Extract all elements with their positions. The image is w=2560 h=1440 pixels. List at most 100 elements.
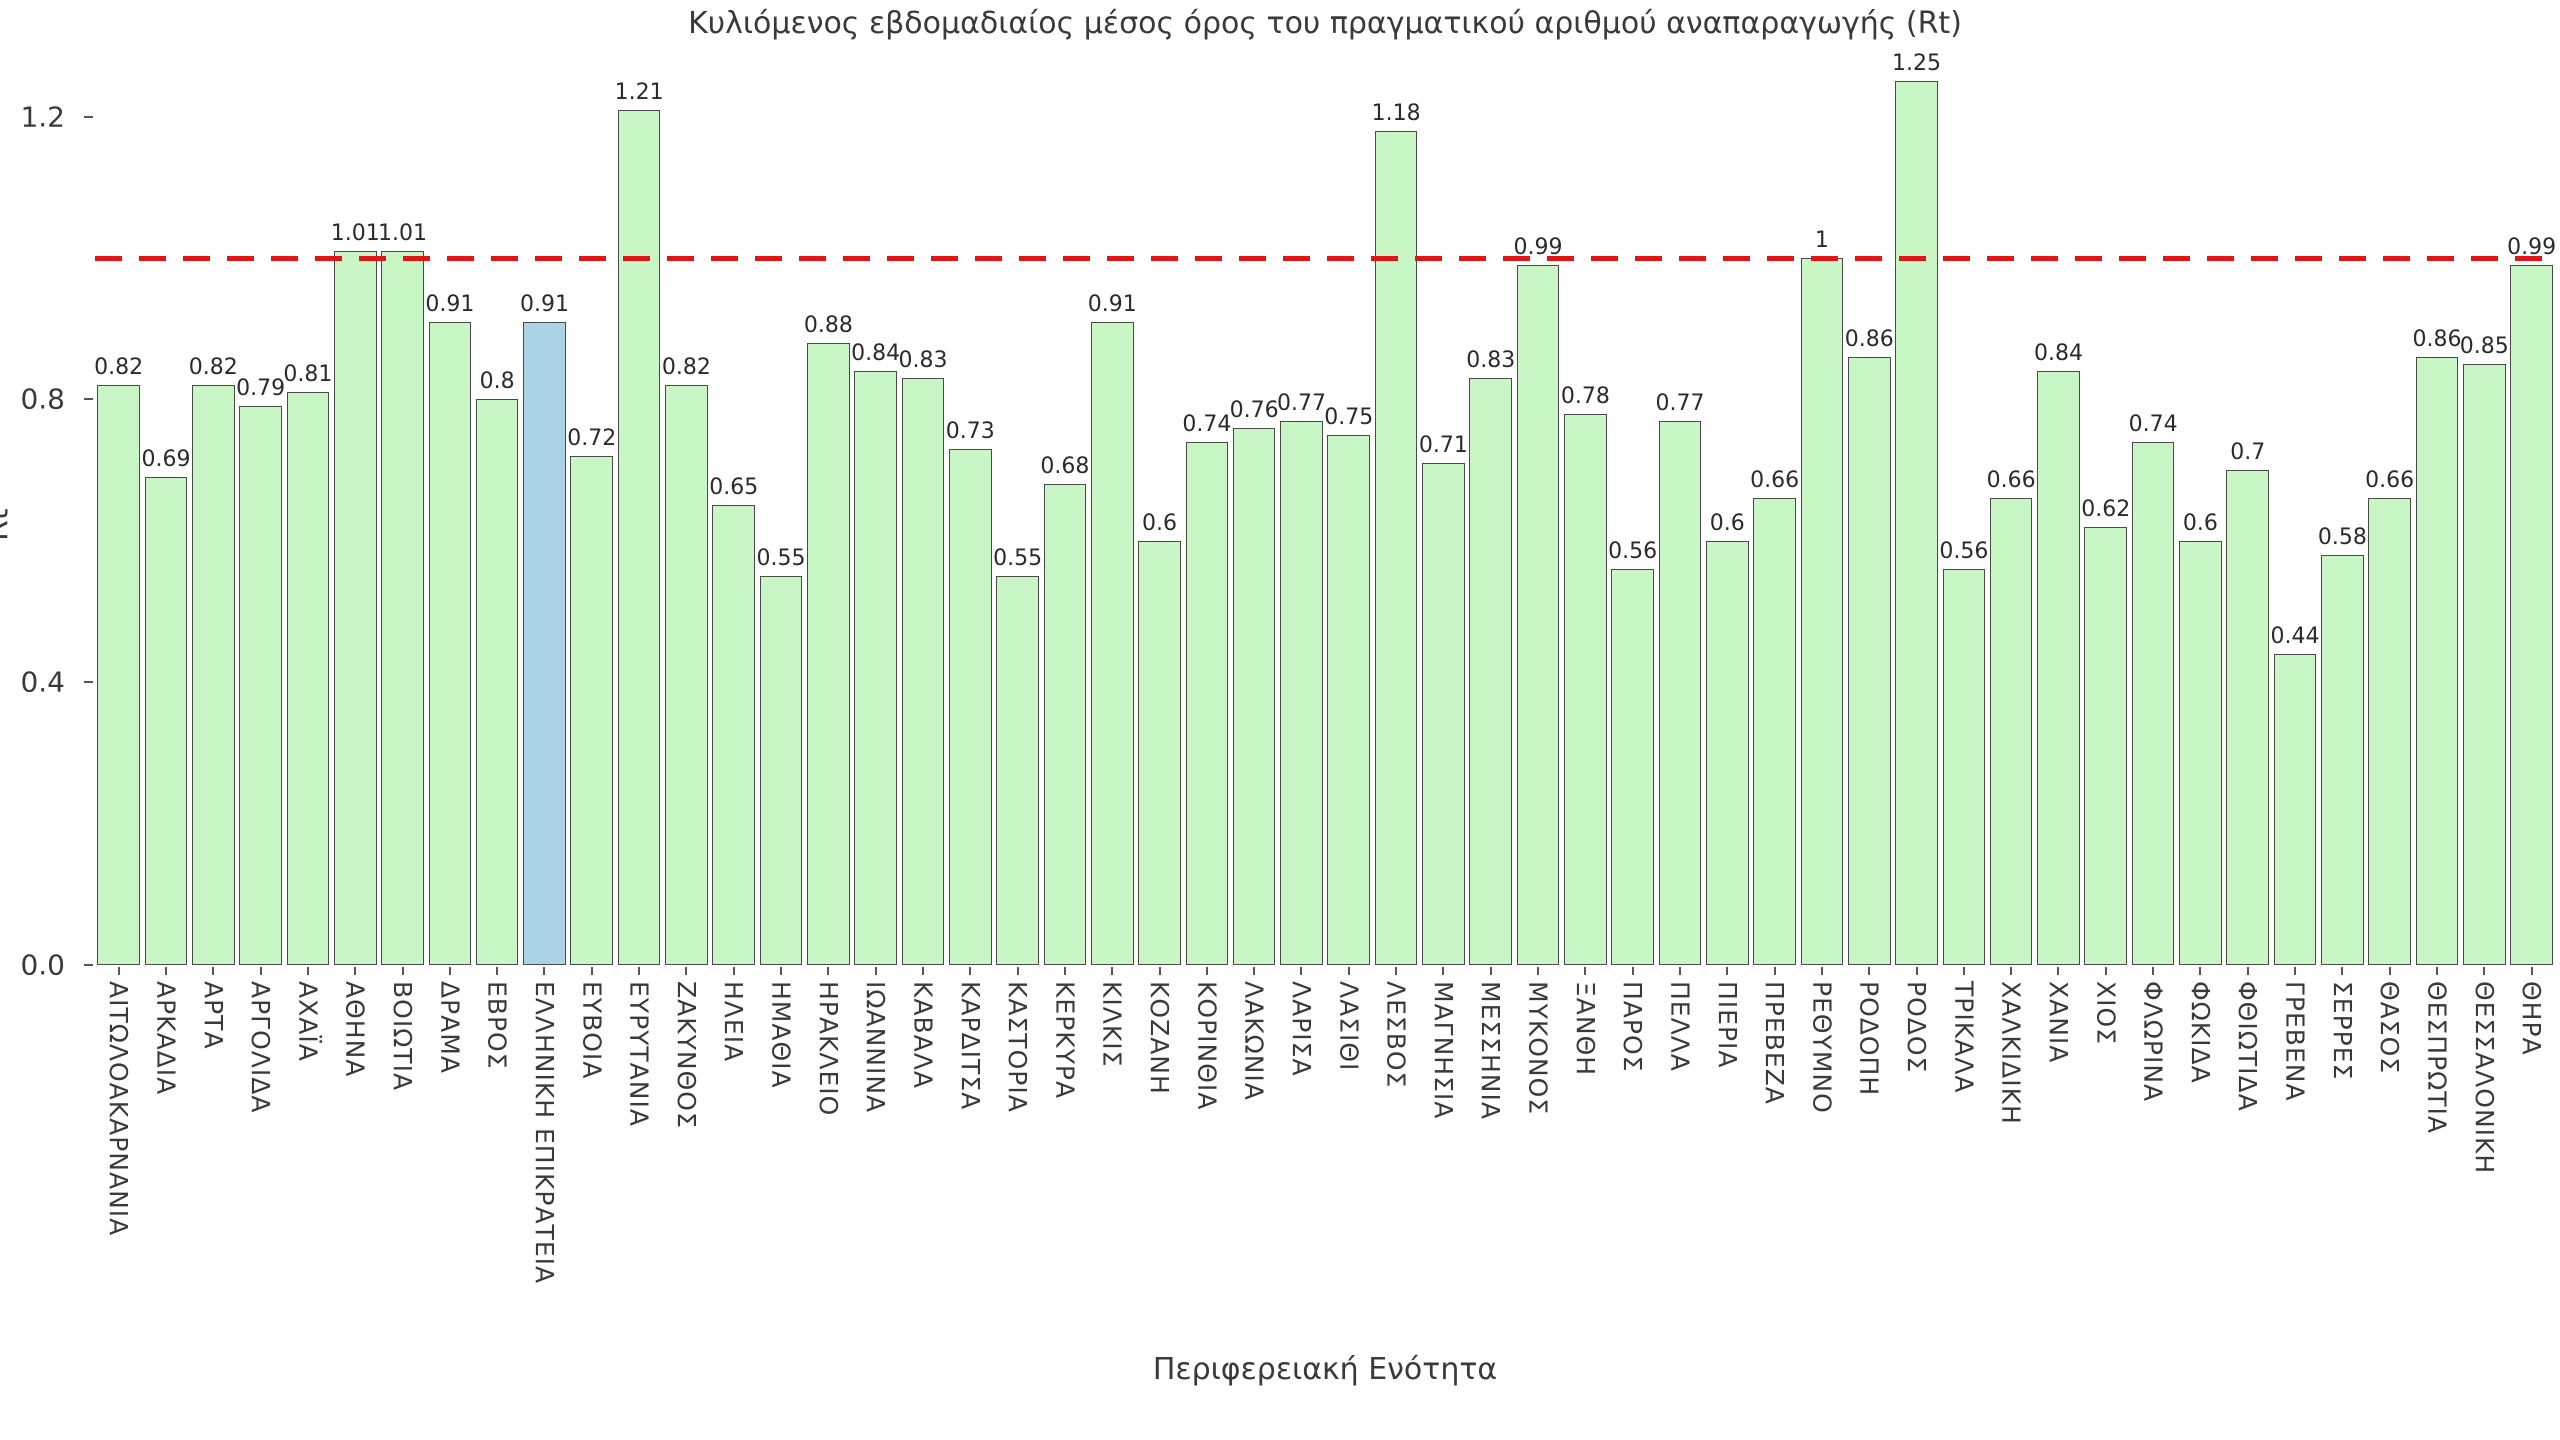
x-tick: ΑΡΤΑ	[190, 967, 237, 1284]
x-tick: ΡΟΔΟΣ	[1893, 967, 1940, 1284]
bar	[475, 399, 519, 965]
bar-slot: 0.7	[2224, 0, 2271, 965]
x-tick-label: ΙΩΑΝΝΙΝΑ	[861, 981, 891, 1114]
x-tick: ΗΜΑΘΙΑ	[757, 967, 804, 1284]
bar-slot: 0.66	[2365, 0, 2415, 965]
bar-value-label: 0.58	[2317, 524, 2367, 550]
x-tick-label: ΔΡΑΜΑ	[435, 981, 465, 1074]
x-tick-label: ΡΟΔΟΣ	[1902, 981, 1932, 1074]
x-tick-label: ΜΑΓΝΗΣΙΑ	[1428, 981, 1458, 1120]
bar-slot: 0.76	[1230, 0, 1279, 965]
bar	[948, 448, 992, 965]
x-tick-mark	[2246, 967, 2249, 975]
bar	[1942, 569, 1986, 965]
x-tick-label: ΛΑΣΙΘΙ	[1334, 981, 1364, 1072]
x-tick-mark	[590, 967, 593, 975]
x-tick-mark	[638, 967, 641, 975]
x-tick: ΧΑΝΙΑ	[2035, 967, 2082, 1284]
y-tick-label: 0.4	[20, 665, 65, 699]
x-tick-mark	[874, 967, 877, 975]
y-tick-mark	[84, 681, 93, 684]
x-tick: ΚΟΖΑΝΗ	[1136, 967, 1183, 1284]
bar	[1847, 356, 1891, 965]
x-tick-mark	[1300, 967, 1303, 975]
bar	[333, 250, 377, 965]
x-tick-mark	[401, 967, 404, 975]
x-tick-label: ΘΕΣΣΑΛΟΝΙΚΗ	[2469, 981, 2499, 1175]
y-tick-mark	[84, 398, 93, 401]
x-axis-label: Περιφερειακή Ενότητα	[1152, 1352, 1498, 1387]
bar	[996, 576, 1039, 965]
bar-value-label: 0.83	[898, 348, 948, 374]
bar	[1989, 498, 2033, 965]
x-tick-label: ΣΕΡΡΕΣ	[2327, 981, 2357, 1081]
bar	[239, 406, 282, 965]
x-tick: ΘΕΣΠΡΩΤΙΑ	[2413, 967, 2460, 1284]
bar-value-label: 0.99	[2507, 235, 2557, 261]
bar-value-label: 0.66	[2365, 468, 2415, 494]
x-tick-mark	[1111, 967, 1114, 975]
bar	[2368, 498, 2411, 965]
x-tick-label: ΕΒΡΟΣ	[482, 981, 512, 1070]
x-tick-mark	[1253, 967, 1256, 975]
x-tick-mark	[1347, 967, 1350, 975]
bar-slot: 1.21	[615, 0, 664, 965]
x-tick-mark	[1205, 967, 1208, 975]
bar-value-label: 0.66	[1986, 468, 2036, 494]
x-tick-mark	[685, 967, 688, 975]
bar-slot: 0.99	[2507, 0, 2557, 965]
x-tick: ΒΟΙΩΤΙΑ	[379, 967, 426, 1284]
x-tick: ΠΡΕΒΕΖΑ	[1751, 967, 1798, 1284]
bar	[97, 385, 140, 965]
x-tick-label: ΚΟΡΙΝΘΙΑ	[1192, 981, 1222, 1111]
bar-slot: 0.55	[757, 0, 806, 965]
bar-slot: 0.85	[2460, 0, 2509, 965]
x-tick-mark	[1395, 967, 1398, 975]
x-labels: ΑΙΤΩΛΟΑΚΑΡΝΑΝΙΑ ΑΡΚΑΔΙΑ ΑΡΤΑ ΑΡΓΟΛΙΔΑ ΑΧΑΪΑ Α…	[95, 967, 2555, 1284]
x-tick-label: ΚΑΡΔΙΤΣΑ	[955, 981, 985, 1111]
x-tick-label: ΕΥΡΥΤΑΝΙΑ	[624, 981, 654, 1127]
bar-slot: 0.79	[236, 0, 286, 965]
bar-slot: 0.56	[1608, 0, 1657, 965]
bar	[1753, 498, 1796, 965]
bar-slot: 0.99	[1514, 0, 1563, 965]
bar	[1611, 569, 1654, 965]
x-tick-mark	[2294, 967, 2297, 975]
x-tick: ΚΙΛΚΙΣ	[1089, 967, 1136, 1284]
bar-slot: 0.91	[520, 0, 569, 965]
bar-value-label: 0.88	[803, 312, 853, 338]
bar-slot: 0.68	[1040, 0, 1089, 965]
x-tick-mark	[2057, 967, 2060, 975]
bar-slot: 0.82	[94, 0, 143, 965]
bar	[1185, 441, 1229, 965]
y-tick-mark	[84, 964, 93, 966]
bar-slot: 0.84	[2034, 0, 2083, 965]
x-tick-label: ΦΛΩΡΙΝΑ	[2138, 981, 2168, 1103]
bar-slot: 0.77	[1277, 0, 1326, 965]
bar-slot: 0.82	[662, 0, 711, 965]
bar-slot: 0.84	[851, 0, 900, 965]
x-tick-mark	[780, 967, 783, 975]
bar-value-label: 0.86	[1844, 326, 1894, 352]
x-tick-mark	[969, 967, 972, 975]
bar	[1138, 540, 1181, 965]
x-tick-mark	[1915, 967, 1918, 975]
x-tick: ΠΑΡΟΣ	[1609, 967, 1656, 1284]
x-tick-mark	[732, 967, 735, 975]
bar	[1516, 265, 1560, 965]
bar	[191, 385, 235, 965]
x-tick-mark	[1962, 967, 1965, 975]
x-tick: ΚΑΡΔΙΤΣΑ	[947, 967, 994, 1284]
bar	[2321, 554, 2364, 965]
bar-value-label: 0.79	[236, 376, 286, 402]
x-tick-mark	[921, 967, 924, 975]
bar	[1090, 321, 1134, 965]
x-tick-mark	[306, 967, 309, 975]
x-tick-label: ΚΟΖΑΝΗ	[1145, 981, 1175, 1095]
x-tick-mark	[2104, 967, 2107, 975]
x-tick-label: ΑΡΤΑ	[198, 981, 228, 1050]
x-tick-label: ΚΕΡΚΥΡΑ	[1050, 981, 1080, 1100]
bar-slot: 0.77	[1655, 0, 1704, 965]
x-tick-label: ΜΕΣΣΗΝΙΑ	[1476, 981, 1506, 1120]
bar-slot: 0.86	[1844, 0, 1894, 965]
